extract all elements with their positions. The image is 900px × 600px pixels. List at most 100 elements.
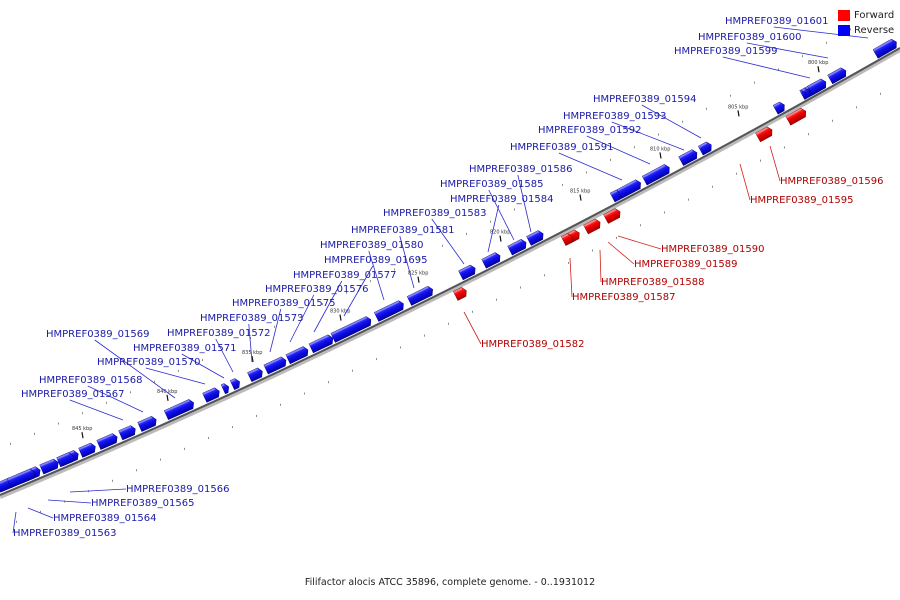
- gene-highlight: [309, 334, 329, 346]
- minor-tick-mark-lower: [328, 381, 329, 384]
- gene-label: HMPREF0389_01591: [510, 142, 613, 153]
- label-leader-line: [94, 339, 176, 399]
- gene-arrow-shape: [373, 300, 404, 322]
- backbone-shadow: [0, 48, 900, 499]
- gene-label: HMPREF0389_01695: [324, 255, 427, 266]
- minor-tick-mark-lower: [664, 211, 665, 214]
- gene-block: [616, 179, 641, 199]
- minor-tick-mark-upper: [226, 348, 227, 351]
- gene-highlight: [873, 39, 893, 52]
- gene-block: [785, 107, 807, 126]
- label-leader-line: [617, 235, 662, 250]
- gene-label: HMPREF0389_01568: [39, 375, 142, 386]
- gene-block: [481, 252, 501, 269]
- gene-label: HMPREF0389_01592: [538, 125, 641, 136]
- label-leader-line: [248, 323, 253, 363]
- scale-tick-mark: [499, 235, 502, 242]
- gene-arrow-shape: [118, 425, 136, 441]
- label-leader-layer: [12, 26, 869, 534]
- minor-tick-mark-upper: [658, 133, 659, 136]
- gene-highlight: [610, 189, 618, 195]
- gene-label: HMPREF0389_01590: [661, 244, 764, 255]
- label-leader-line: [611, 121, 685, 151]
- gene-label: HMPREF0389_01570: [97, 357, 200, 368]
- gene-block: [96, 433, 118, 450]
- minor-tick-mark-lower: [472, 310, 473, 313]
- minor-tick-mark-lower: [256, 414, 257, 417]
- gene-highlight: [827, 67, 842, 77]
- gene-highlight: [263, 356, 282, 367]
- gene-block: [827, 67, 847, 85]
- label-leader-line: [289, 294, 315, 343]
- gene-label: HMPREF0389_01569: [46, 329, 149, 340]
- minor-tick-mark-upper: [274, 325, 275, 328]
- sequence-backbone: [0, 47, 900, 499]
- gene-highlight: [526, 230, 540, 239]
- gene-block-unlabeled: [772, 101, 785, 115]
- label-leader-line: [488, 189, 515, 241]
- minor-tick-mark-lower: [136, 469, 137, 472]
- minor-tick-mark-upper: [106, 401, 107, 404]
- gene-block: [406, 285, 433, 306]
- minor-tick-mark-upper: [634, 146, 635, 149]
- gene-highlight: [785, 108, 802, 119]
- minor-tick-mark-lower: [448, 322, 449, 325]
- minor-tick-mark-upper: [706, 107, 707, 110]
- minor-tick-mark-lower: [112, 479, 113, 482]
- minor-tick-mark-upper: [394, 268, 395, 271]
- minor-tick-mark-upper: [802, 55, 803, 58]
- label-leader-line: [69, 488, 127, 493]
- gene-block: [247, 367, 263, 383]
- gene-arrow-shape: [526, 230, 544, 246]
- gene-arrow-shape: [39, 458, 59, 475]
- scale-tick-label: 820 kbp: [490, 230, 510, 236]
- gene-label-layer: HMPREF0389_01601 HMPREF0389_01600 HMPREF03…: [13, 16, 883, 539]
- gene-label: HMPREF0389_01576: [265, 284, 368, 295]
- gene-highlight: [164, 399, 190, 413]
- gene-label: HMPREF0389_01600: [698, 32, 801, 43]
- scale-tick-label: 840 kbp: [157, 389, 177, 395]
- minor-tick-mark-upper: [10, 442, 11, 445]
- gene-label: HMPREF0389_01583: [383, 208, 486, 219]
- minor-tick-mark-upper: [442, 244, 443, 247]
- gene-arrow-shape: [137, 415, 157, 432]
- minor-tick-mark-lower: [592, 249, 593, 252]
- gene-highlight: [603, 208, 617, 217]
- gene-block: [118, 425, 136, 441]
- minor-tick-mark-lower: [208, 437, 209, 440]
- minor-tick-mark-lower: [784, 146, 785, 149]
- gene-feature-layer: [0, 38, 897, 493]
- gene-highlight: [96, 433, 114, 443]
- gene-label: HMPREF0389_01566: [126, 484, 229, 495]
- gene-label: HMPREF0389_01586: [469, 164, 572, 175]
- gene-label: HMPREF0389_01593: [563, 111, 666, 122]
- gene-label: HMPREF0389_01589: [634, 259, 737, 270]
- reverse-swatch: [838, 25, 850, 36]
- minor-tick-mark-upper: [418, 256, 419, 259]
- minor-tick-mark-lower: [280, 403, 281, 406]
- gene-block: [163, 399, 194, 421]
- gene-highlight: [458, 265, 472, 273]
- label-leader-line: [739, 163, 751, 201]
- scale-tick-label: 835 kbp: [242, 350, 262, 356]
- minor-tick-mark-upper: [778, 68, 779, 71]
- label-leader-line: [599, 249, 602, 283]
- gene-highlight: [407, 286, 429, 299]
- gene-highlight: [583, 219, 597, 227]
- gene-highlight: [678, 149, 693, 159]
- gene-block: [678, 149, 698, 166]
- label-leader-line: [69, 399, 124, 421]
- label-leader-line: [517, 174, 532, 233]
- gene-highlight: [507, 239, 522, 248]
- gene-arrow-shape: [458, 264, 476, 281]
- gene-highlight: [481, 252, 497, 262]
- gene-block: [603, 208, 621, 224]
- minor-tick-mark-lower: [424, 334, 425, 337]
- minor-tick-mark-upper: [130, 391, 131, 394]
- gene-block: [56, 452, 74, 468]
- gene-highlight: [561, 233, 569, 239]
- gene-highlight: [7, 468, 31, 481]
- scale-tick-mark: [737, 110, 740, 117]
- scale-tick-mark: [659, 152, 662, 159]
- gene-highlight: [221, 383, 225, 387]
